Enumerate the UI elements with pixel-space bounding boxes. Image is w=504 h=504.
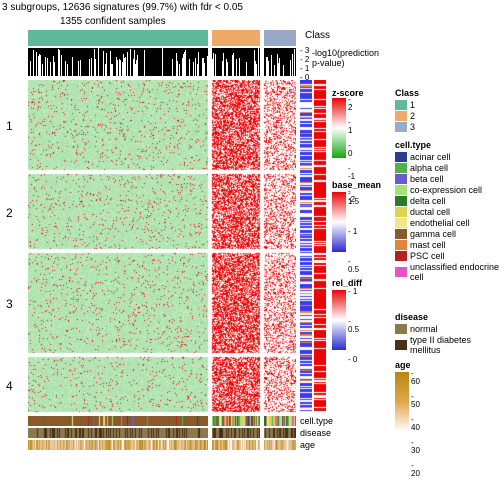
row-group-label: 1 xyxy=(6,119,13,133)
legend-entry: co-expression cell xyxy=(395,185,504,195)
legend-entry: acinar cell xyxy=(395,152,504,162)
class-bar xyxy=(28,30,296,46)
legend-title: Class xyxy=(395,88,419,98)
class-bar-label: Class xyxy=(305,30,330,41)
title-sub: 1355 confident samples xyxy=(60,16,166,27)
barcode-axis: - 3- 2- 1- 0 xyxy=(300,46,309,82)
heatmap xyxy=(28,80,296,422)
side-annot-label: base_mean xyxy=(332,180,381,190)
bottom-annot-label: age xyxy=(300,440,315,450)
legend-title: age xyxy=(395,360,411,370)
legend-entry: alpha cell xyxy=(395,163,504,173)
legend-entry: gamma cell xyxy=(395,229,504,239)
legend-entry: unclassified endocrine cell xyxy=(395,262,504,282)
legend-title: disease xyxy=(395,312,504,322)
legend-entry: ductal cell xyxy=(395,207,504,217)
legend-entry: mast cell xyxy=(395,240,504,250)
legend-entry: beta cell xyxy=(395,174,504,184)
legend-entry: delta cell xyxy=(395,196,504,206)
legend-entry: 1 xyxy=(395,100,419,110)
legend-entry: type II diabetes mellitus xyxy=(395,335,504,355)
bottom-annot-label: disease xyxy=(300,428,331,438)
row-group-label: 2 xyxy=(6,206,13,220)
barcode-axis-label: -log10(prediction p-value) xyxy=(312,48,379,68)
legend-entry: normal xyxy=(395,324,504,334)
legend-title: cell.type xyxy=(395,140,504,150)
legend-entry: endothelial cell xyxy=(395,218,504,228)
title-top: 3 subgroups, 12636 signatures (99.7%) wi… xyxy=(2,2,243,13)
legend-entry: PSC cell xyxy=(395,251,504,261)
bottom-annot-label: cell.type xyxy=(300,416,333,426)
legend-entry: 3 xyxy=(395,122,419,132)
row-group-label: 3 xyxy=(6,297,13,311)
row-group-label: 4 xyxy=(6,379,13,393)
legend-entry: 2 xyxy=(395,111,419,121)
